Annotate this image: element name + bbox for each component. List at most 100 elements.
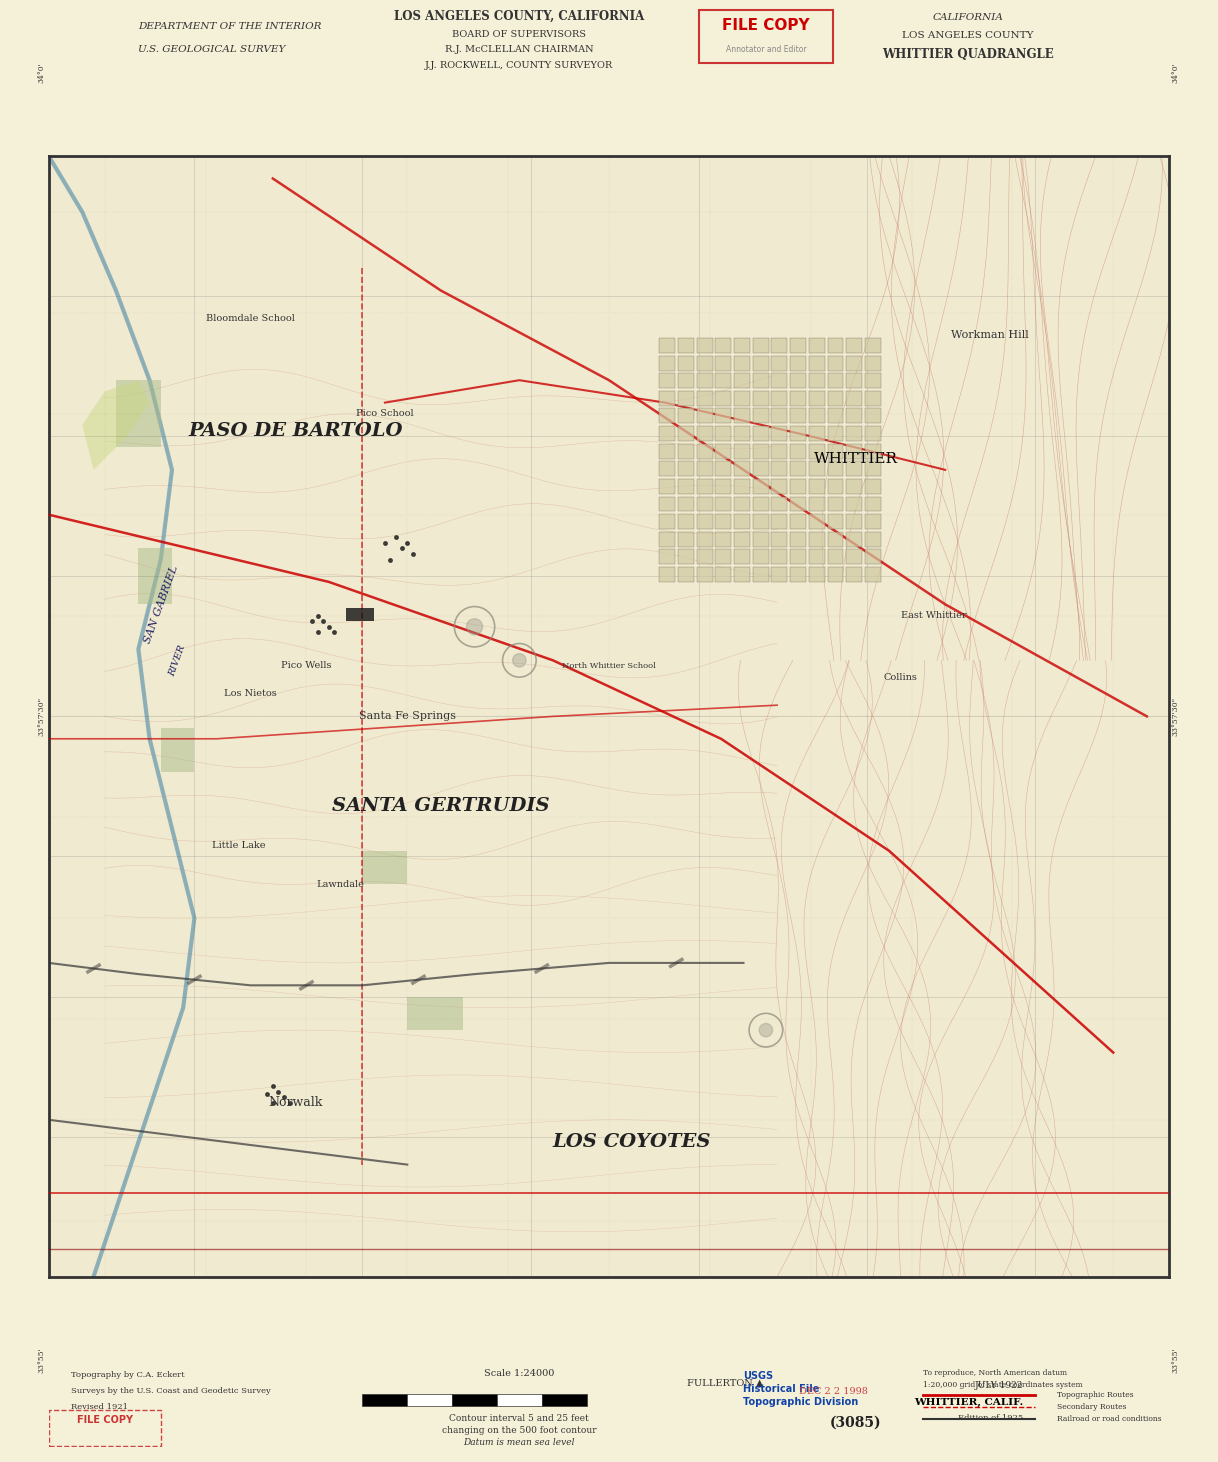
Bar (827, 497, 843, 512)
Circle shape (513, 654, 526, 667)
Bar (659, 390, 675, 406)
Bar (771, 390, 787, 406)
Text: BOARD OF SUPERVISORS: BOARD OF SUPERVISORS (452, 29, 586, 38)
Text: Scale 1:24000: Scale 1:24000 (485, 1368, 554, 1377)
Text: LOS ANGELES COUNTY: LOS ANGELES COUNTY (901, 31, 1033, 39)
Bar (753, 480, 769, 494)
Bar (753, 373, 769, 389)
Bar (809, 532, 825, 547)
Text: WHITTIER, CALIF.: WHITTIER, CALIF. (915, 1398, 1023, 1406)
Bar (697, 390, 713, 406)
Bar (734, 443, 750, 459)
Bar (697, 408, 713, 424)
Bar (847, 515, 862, 529)
Bar (790, 425, 806, 442)
Bar (734, 355, 750, 370)
Bar (790, 338, 806, 352)
Bar (847, 462, 862, 477)
Bar (452, 1393, 497, 1405)
Bar (715, 338, 731, 352)
Bar (697, 373, 713, 389)
Bar (865, 532, 881, 547)
Bar (771, 550, 787, 564)
Bar (847, 338, 862, 352)
Bar (116, 380, 161, 447)
Bar (659, 355, 675, 370)
Polygon shape (83, 380, 150, 469)
Bar (827, 550, 843, 564)
Bar (715, 462, 731, 477)
Bar (771, 462, 787, 477)
Bar (847, 390, 862, 406)
Text: LOS COYOTES: LOS COYOTES (552, 1133, 710, 1151)
Bar (827, 425, 843, 442)
Bar (865, 550, 881, 564)
Text: J.J. ROCKWELL, COUNTY SURVEYOR: J.J. ROCKWELL, COUNTY SURVEYOR (425, 61, 614, 70)
Bar (847, 443, 862, 459)
Text: JULY 1922: JULY 1922 (976, 1382, 1023, 1390)
Bar (809, 462, 825, 477)
Bar (715, 408, 731, 424)
Text: Pico School: Pico School (356, 409, 414, 418)
Bar (678, 408, 694, 424)
Bar (771, 373, 787, 389)
Bar (734, 462, 750, 477)
Text: Bloomdale School: Bloomdale School (206, 314, 295, 323)
Bar (363, 1393, 407, 1405)
Bar (847, 408, 862, 424)
Bar (678, 515, 694, 529)
Bar (715, 443, 731, 459)
Text: DEC 2 2 1998: DEC 2 2 1998 (799, 1387, 867, 1396)
Bar (790, 443, 806, 459)
Bar (790, 567, 806, 582)
Bar (809, 515, 825, 529)
Bar (771, 355, 787, 370)
Bar (715, 550, 731, 564)
Bar (865, 462, 881, 477)
Bar (715, 567, 731, 582)
Bar (790, 497, 806, 512)
Bar (827, 338, 843, 352)
Text: Annotator and Editor: Annotator and Editor (726, 45, 806, 54)
Bar (753, 408, 769, 424)
Bar (659, 373, 675, 389)
Bar (809, 373, 825, 389)
Bar (771, 532, 787, 547)
Bar (771, 338, 787, 352)
Text: 33°55': 33°55' (37, 1347, 45, 1373)
Bar (865, 373, 881, 389)
Bar (734, 425, 750, 442)
Text: changing on the 500 foot contour: changing on the 500 foot contour (442, 1425, 597, 1434)
Text: LOS ANGELES COUNTY, CALIFORNIA: LOS ANGELES COUNTY, CALIFORNIA (395, 10, 644, 23)
Bar (678, 567, 694, 582)
Circle shape (759, 1023, 772, 1037)
Text: 33°57'30": 33°57'30" (1172, 697, 1180, 735)
Text: U.S. GEOLOGICAL SURVEY: U.S. GEOLOGICAL SURVEY (139, 45, 286, 54)
Bar (161, 728, 195, 772)
Bar (865, 443, 881, 459)
Bar (753, 515, 769, 529)
Text: Collins: Collins (883, 673, 917, 681)
Bar (753, 425, 769, 442)
Bar (697, 515, 713, 529)
Bar (697, 443, 713, 459)
Bar (809, 390, 825, 406)
Bar (809, 567, 825, 582)
Bar (346, 608, 374, 621)
Text: Revised 1921: Revised 1921 (71, 1404, 128, 1411)
Bar (753, 567, 769, 582)
Bar (697, 425, 713, 442)
Bar (847, 373, 862, 389)
Bar (809, 408, 825, 424)
Text: Topographic Routes: Topographic Routes (1057, 1392, 1134, 1399)
Bar (753, 532, 769, 547)
Bar (827, 567, 843, 582)
Bar (809, 550, 825, 564)
Bar (790, 480, 806, 494)
Text: CALIFORNIA: CALIFORNIA (932, 13, 1002, 22)
Bar (790, 373, 806, 389)
Text: SAN GABRIEL: SAN GABRIEL (143, 564, 179, 645)
Bar (697, 532, 713, 547)
Bar (790, 515, 806, 529)
Circle shape (466, 618, 482, 635)
